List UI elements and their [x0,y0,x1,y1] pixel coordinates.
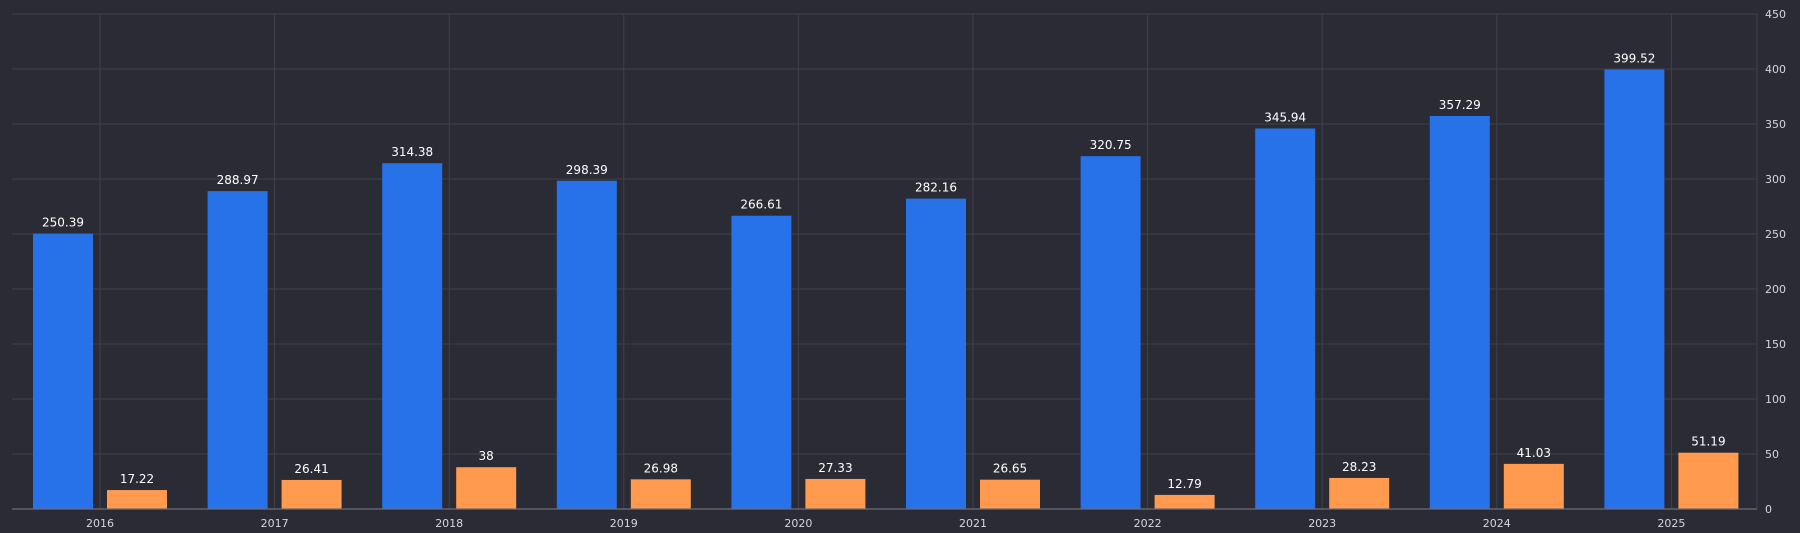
axes: 0 50 100 150 200 250 300 350 400 450 2016 2017 2018 2… [12,8,1786,530]
x-tick-label: 2020 [784,517,812,530]
bar-series-1 [33,233,93,510]
bar-value-label: 26.98 [644,461,678,475]
bar-series-2 [980,479,1040,509]
bar-series-2 [805,478,866,509]
x-tick-label: 2021 [959,517,987,530]
bar-series-1 [1604,69,1665,509]
bar-value-label: 320.75 [1090,138,1132,152]
y-tick-label: 200 [1765,283,1786,296]
bar-value-label: 345.94 [1264,110,1306,124]
bar-value-label: 26.65 [993,462,1027,476]
x-tick-label: 2024 [1483,517,1511,530]
bar-series-2 [107,490,167,509]
bar-series-1 [1080,156,1141,510]
bar-series-2 [456,467,517,509]
bar-value-label: 26.41 [294,462,328,476]
y-tick-label: 450 [1765,8,1786,21]
bar-value-label: 17.22 [120,472,154,486]
bar-value-label: 314.38 [391,145,433,159]
y-tick-label: 250 [1765,228,1786,241]
bar-series-2 [1329,477,1390,509]
bar-series-2 [630,479,691,509]
bar-value-label: 28.23 [1342,460,1376,474]
bar-value-label: 357.29 [1439,98,1481,112]
bar-series-1 [207,191,268,509]
bar-value-label: 27.33 [818,461,852,475]
bar-series-2 [1154,494,1215,509]
x-tick-label: 2025 [1657,517,1685,530]
y-tick-label: 350 [1765,118,1786,131]
x-tick-label: 2016 [86,517,114,530]
bar-value-label: 399.52 [1613,52,1655,66]
grid [12,13,1758,509]
x-tick-label: 2022 [1134,517,1162,530]
bar-value-label: 298.39 [566,163,608,177]
bar-value-label: 288.97 [217,173,259,187]
bar-series-2 [1678,452,1739,509]
bars [33,69,1739,510]
bar-series-1 [382,163,443,509]
y-tick-label: 150 [1765,338,1786,351]
bar-value-label: 282.16 [915,181,957,195]
bar-value-label: 41.03 [1517,446,1551,460]
x-tick-label: 2023 [1308,517,1336,530]
bar-value-label: 51.19 [1691,435,1725,449]
y-tick-label: 50 [1765,448,1779,461]
bar-series-1 [906,198,966,509]
x-tick-label: 2019 [610,517,638,530]
bar-series-2 [281,479,342,509]
y-tick-label: 300 [1765,173,1786,186]
y-tick-label: 400 [1765,63,1786,76]
bar-series-1 [1429,115,1490,509]
bar-value-label: 266.61 [740,198,782,212]
bar-series-1 [731,215,792,509]
x-tick-label: 2017 [261,517,289,530]
bar-value-label: 38 [479,449,494,463]
y-tick-label: 0 [1765,503,1772,516]
x-tick-label: 2018 [435,517,463,530]
data-labels: 250.39 288.97 314.38 298.39 266.61 282.16 320.… [42,52,1726,491]
bar-value-label: 250.39 [42,216,84,230]
bar-series-2 [1503,463,1564,509]
bar-series-1 [1255,128,1316,509]
bar-value-label: 12.79 [1167,477,1201,491]
bar-series-1 [556,180,617,509]
y-tick-label: 100 [1765,393,1786,406]
